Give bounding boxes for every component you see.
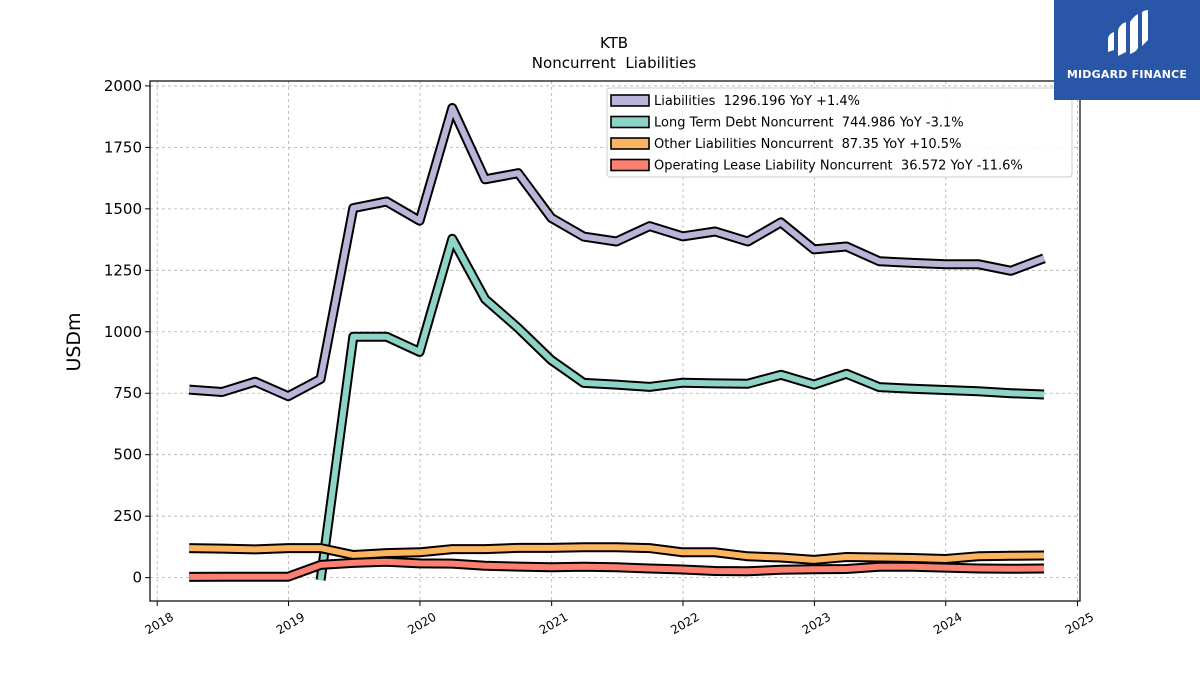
legend-swatch	[610, 94, 650, 107]
y-tick-label: 750	[113, 384, 142, 402]
x-tick-label: 2020	[405, 610, 438, 637]
legend-label: Liabilities 1296.196 YoY +1.4%	[654, 94, 860, 109]
legend-swatch	[610, 115, 650, 129]
legend: Liabilities 1296.196 YoY +1.4% Long Term …	[606, 87, 1073, 178]
series-lines	[188, 103, 1046, 582]
legend-label: Operating Lease Liability Noncurrent 36.…	[654, 159, 1023, 174]
series-line-liabilities	[188, 105, 1046, 400]
y-tick-label: 1250	[104, 261, 142, 279]
series-outline-long-term-debt-noncurrent	[315, 233, 1045, 581]
x-tick-label: 2024	[931, 610, 964, 637]
y-tick-label: 1500	[104, 200, 142, 218]
midgard-logo-icon	[1108, 10, 1148, 56]
y-tick-label: 1000	[104, 323, 142, 341]
x-tick-label: 2018	[142, 610, 175, 637]
legend-swatch	[610, 158, 650, 172]
x-axis: 2018 2019 2020 2021 2022 2023 2024 2025	[142, 601, 1096, 637]
y-tick-label: 1750	[104, 138, 142, 156]
series-line-operating-lease-liability-noncurrent	[189, 558, 1045, 580]
logo-text: MIDGARD FINANCE	[1066, 68, 1188, 81]
legend-label: Other Liabilities Noncurrent 87.35 YoY +…	[654, 137, 961, 152]
plot-area	[149, 80, 1081, 602]
midgard-finance-logo: MIDGARD FINANCE	[1054, 0, 1200, 100]
series-line-long-term-debt-noncurrent	[317, 235, 1045, 581]
x-tick-label: 2022	[668, 610, 701, 637]
y-tick-label: 0	[132, 569, 142, 587]
chart-title: KTB	[600, 34, 628, 52]
y-axis: 0 250 500 750 1000 1250 1500 1750 2000	[104, 77, 150, 587]
chart-subtitle: Noncurrent Liabilities	[532, 54, 697, 72]
x-tick-label: 2019	[274, 610, 307, 637]
legend-box	[606, 87, 1073, 178]
y-axis-label: USDm	[63, 312, 85, 371]
x-tick-label: 2021	[537, 610, 570, 637]
y-tick-label: 500	[113, 446, 142, 464]
series-line-other-liabilities-noncurrent	[189, 544, 1045, 563]
legend-label: Long Term Debt Noncurrent 744.986 YoY -3…	[654, 116, 964, 131]
x-tick-label: 2025	[1063, 610, 1096, 637]
y-tick-label: 2000	[104, 77, 142, 95]
x-tick-label: 2023	[800, 610, 833, 637]
legend-swatch	[610, 137, 650, 150]
y-tick-label: 250	[113, 507, 142, 525]
